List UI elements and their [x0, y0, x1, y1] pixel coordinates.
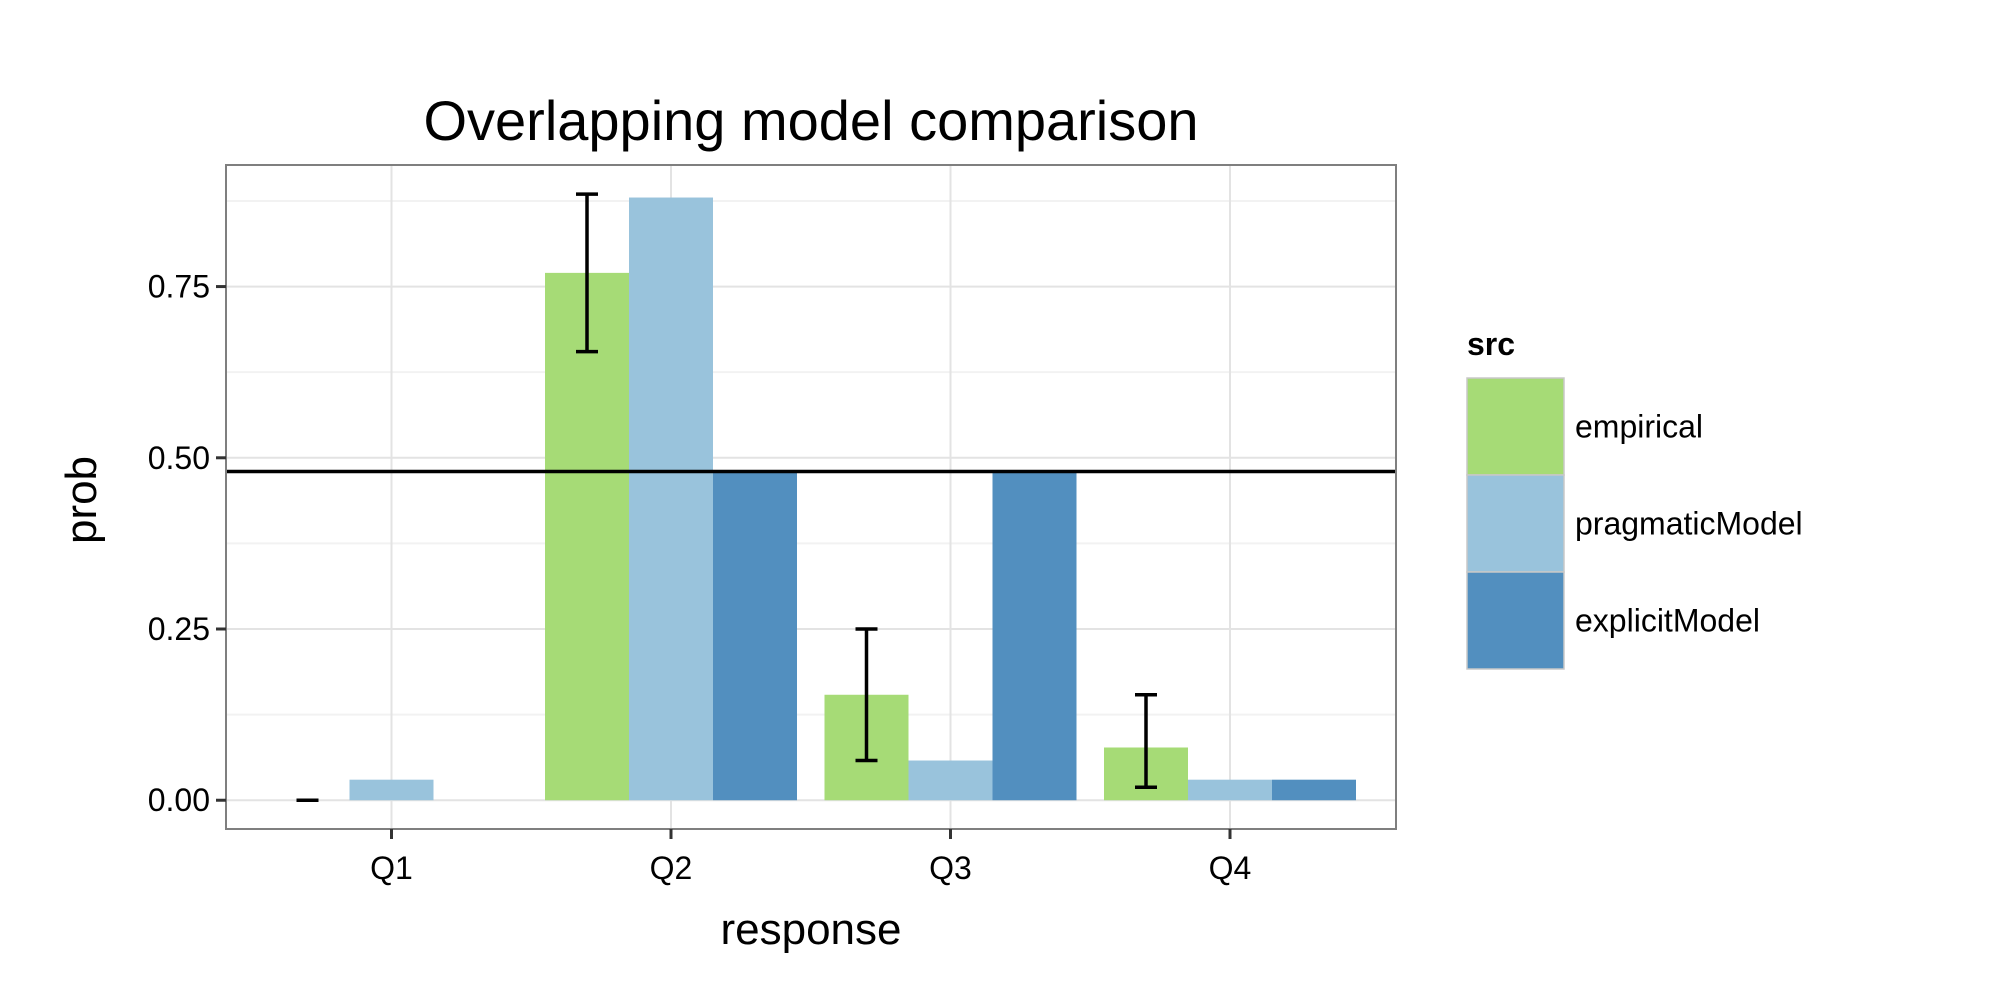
bar-pragmaticModel-Q1 — [349, 779, 434, 801]
legend-label: empirical — [1575, 409, 1703, 445]
bar-pragmaticModel-Q4 — [1188, 779, 1272, 801]
chart-title: Overlapping model comparison — [423, 89, 1198, 152]
x-tick-label: Q3 — [929, 850, 972, 886]
x-tick-label: Q1 — [370, 850, 413, 886]
legend-label: pragmaticModel — [1575, 506, 1803, 542]
legend-key-empirical — [1466, 377, 1565, 476]
y-tick-label: 0.00 — [148, 782, 210, 818]
plot-border — [225, 164, 1397, 830]
y-axis-title: prob — [57, 456, 106, 544]
y-tick-label: 0.50 — [148, 440, 210, 476]
legend-key-explicitModel — [1466, 571, 1565, 670]
y-tick-label: 0.25 — [148, 611, 210, 647]
plot-background — [226, 165, 1396, 829]
legend-title: src — [1467, 326, 1515, 362]
legend-label: explicitModel — [1575, 603, 1760, 639]
error-bar-Q2 — [576, 192, 598, 354]
bar-pragmaticModel-Q3 — [908, 760, 993, 801]
y-tick-label: 0.75 — [148, 269, 210, 305]
bar-empirical-Q2 — [545, 272, 629, 801]
legend-key-pragmaticModel — [1466, 474, 1565, 573]
legend: src empirical pragmaticModel explicitModel — [1466, 326, 1803, 670]
error-bar-Q3 — [855, 627, 878, 763]
x-axis-title: response — [720, 905, 901, 954]
x-tick-label: Q2 — [650, 850, 693, 886]
x-tick-label: Q4 — [1209, 850, 1252, 886]
bar-pragmaticModel-Q2 — [629, 197, 713, 801]
bar-explicitModel-Q4 — [1272, 779, 1356, 801]
error-bar-Q4 — [1135, 693, 1157, 789]
bar-explicitModel-Q3 — [992, 471, 1077, 801]
plot-panel: 0.00 0.25 0.50 0.75 Q1 Q2 Q3 Q4 — [148, 164, 1397, 886]
bar-explicitModel-Q2 — [713, 471, 797, 801]
